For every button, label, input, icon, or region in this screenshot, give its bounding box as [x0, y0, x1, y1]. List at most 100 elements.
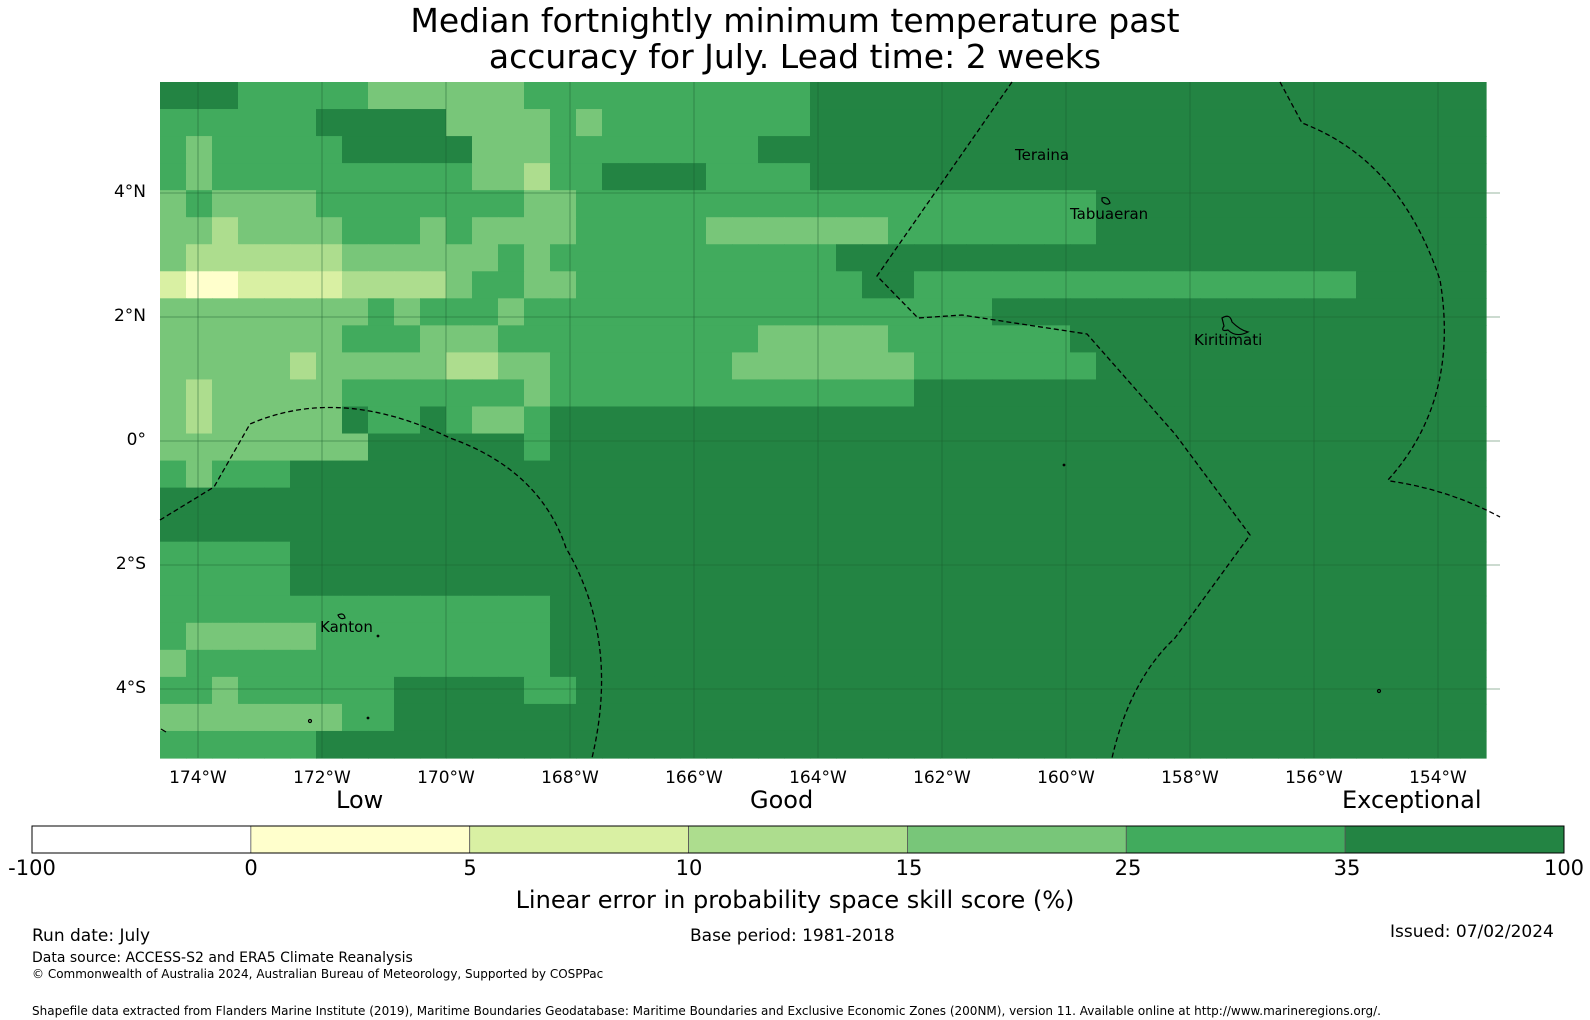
grid-cell	[186, 649, 213, 678]
grid-cell	[212, 676, 239, 705]
grid-cell	[732, 190, 759, 218]
grid-cell	[1330, 136, 1357, 164]
grid-cell	[524, 352, 551, 381]
grid-cell	[290, 136, 317, 164]
grid-cell	[1434, 217, 1461, 245]
grid-cell	[1382, 352, 1409, 381]
grid-cell	[888, 325, 915, 353]
grid-cell	[342, 217, 369, 245]
grid-cell	[472, 379, 499, 408]
grid-cell	[446, 298, 473, 326]
colorbar-tick-10: 10	[675, 856, 703, 880]
grid-cell	[420, 379, 447, 408]
grid-cell	[212, 190, 239, 218]
grid-cell	[602, 163, 629, 191]
map-title-line-1: Median fortnightly minimum temperature p…	[410, 1, 1180, 40]
grid-cell	[1200, 433, 1227, 462]
grid-cell	[628, 217, 655, 245]
skill-grid	[160, 82, 1487, 759]
grid-cell	[1304, 379, 1331, 408]
grid-cell	[784, 352, 811, 381]
grid-cell	[186, 622, 213, 651]
grid-cell	[654, 352, 681, 381]
grid-cell	[966, 568, 993, 597]
grid-cell	[680, 730, 707, 759]
grid-cell	[1434, 352, 1461, 381]
grid-cell	[1018, 622, 1045, 651]
grid-cell	[628, 622, 655, 651]
grid-cell	[732, 244, 759, 272]
grid-cell	[1200, 352, 1227, 381]
lat-label-2n: 2°N	[113, 306, 146, 326]
grid-cell	[1148, 460, 1175, 489]
kanton-island-icon	[337, 613, 346, 620]
eez-boundary-east-arc	[1279, 81, 1501, 518]
grid-cell	[654, 109, 681, 137]
grid-cell	[758, 163, 785, 191]
grid-cell	[1044, 244, 1071, 272]
grid-cell	[342, 352, 369, 381]
grid-cell	[446, 487, 473, 516]
grid-cell	[836, 379, 863, 408]
grid-cell	[940, 460, 967, 489]
grid-cell	[576, 703, 603, 732]
grid-cell	[160, 487, 187, 516]
grid-cell	[758, 244, 785, 272]
grid-cell	[1408, 379, 1435, 408]
grid-cell	[576, 514, 603, 543]
grid-cell	[654, 460, 681, 489]
colorbar-tick--100: -100	[8, 856, 56, 880]
grid-cell	[1330, 406, 1357, 435]
grid-cell	[810, 352, 837, 381]
grid-cell	[1330, 649, 1357, 678]
grid-cell	[1122, 82, 1149, 110]
grid-cell	[212, 82, 239, 110]
grid-cell	[1408, 82, 1435, 110]
grid-cell	[550, 730, 577, 759]
grid-cell	[810, 622, 837, 651]
grid-cell	[966, 109, 993, 137]
grid-cell	[342, 109, 369, 137]
grid-cell	[862, 730, 889, 759]
grid-cell	[264, 352, 291, 381]
grid-cell	[680, 325, 707, 353]
grid-cell	[1304, 82, 1331, 110]
grid-cell	[1044, 649, 1071, 678]
grid-cell	[1330, 487, 1357, 516]
grid-cell	[628, 271, 655, 299]
lon-label-160w: 160°W	[1037, 768, 1095, 788]
grid-cell	[680, 352, 707, 381]
grid-cell	[576, 730, 603, 759]
grid-cell	[602, 487, 629, 516]
grid-cell	[550, 352, 577, 381]
grid-cell	[1460, 433, 1487, 462]
grid-cell	[1434, 109, 1461, 137]
grid-cell	[602, 244, 629, 272]
grid-cell	[446, 325, 473, 353]
grid-cell	[1148, 244, 1175, 272]
colorbar-tick-0: 0	[244, 856, 258, 880]
grid-cell	[238, 433, 265, 462]
grid-cell	[680, 433, 707, 462]
grid-cell	[628, 82, 655, 110]
grid-cell	[1330, 433, 1357, 462]
grid-cell	[914, 406, 941, 435]
grid-cell	[524, 514, 551, 543]
grid-cell	[628, 352, 655, 381]
grid-cell	[524, 244, 551, 272]
grid-cell	[472, 460, 499, 489]
grid-cell	[810, 730, 837, 759]
grid-cell	[524, 703, 551, 732]
grid-cell	[914, 163, 941, 191]
grid-cell	[550, 136, 577, 164]
grid-cell	[680, 82, 707, 110]
grid-cell	[654, 136, 681, 164]
grid-cell	[1174, 271, 1201, 299]
grid-cell	[914, 109, 941, 137]
grid-cell	[1122, 217, 1149, 245]
eez-boundaries	[159, 81, 1501, 759]
grid-cell	[394, 649, 421, 678]
grid-cell	[1200, 163, 1227, 191]
grid-cell	[472, 163, 499, 191]
grid-cell	[238, 82, 265, 110]
